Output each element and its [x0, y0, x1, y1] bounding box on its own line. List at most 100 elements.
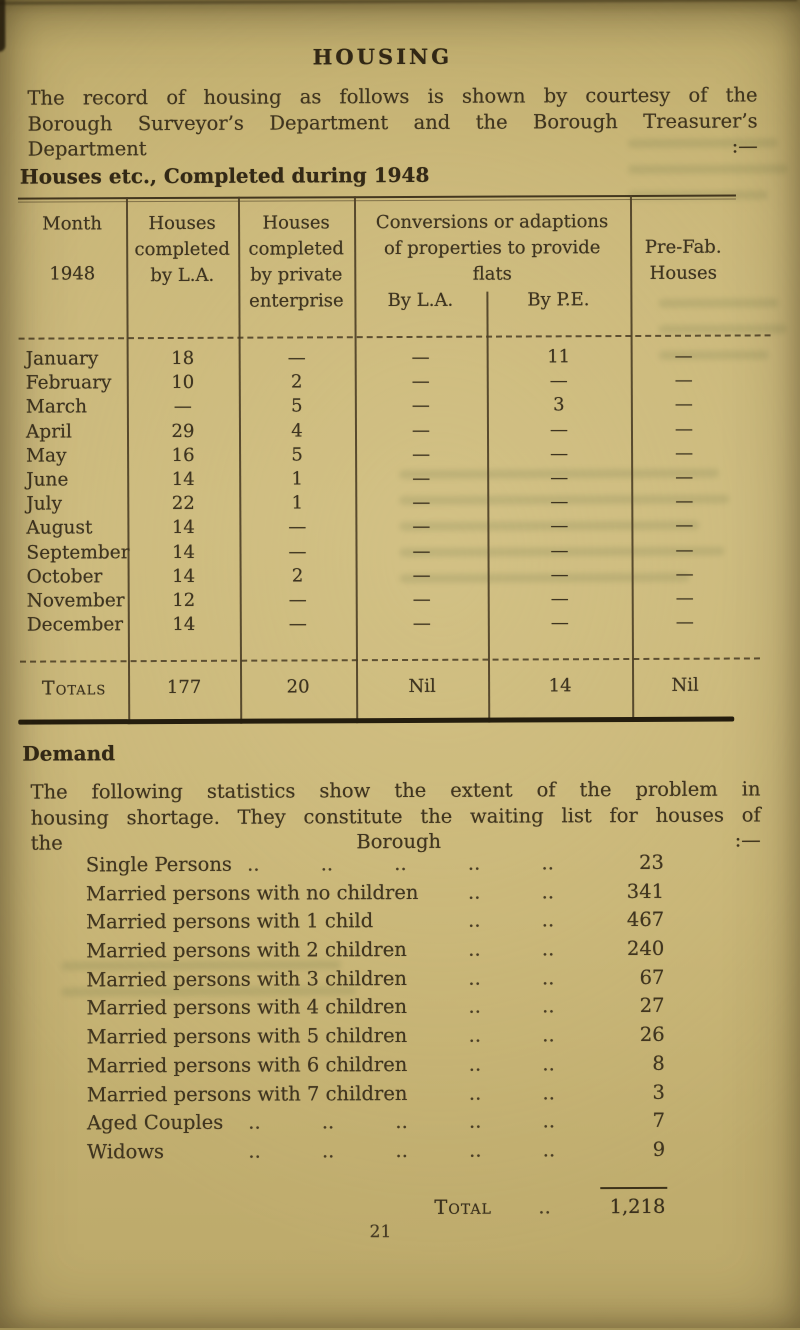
- waiting-list-label: Single Persons: [85, 852, 232, 877]
- cell-houses-la: 14: [172, 613, 196, 636]
- cell-month: May: [26, 445, 67, 467]
- cell-houses-pe: 2: [291, 565, 304, 587]
- cell-prefab: —: [675, 587, 694, 609]
- cell-houses-pe: —: [287, 347, 306, 369]
- cell-month: December: [26, 614, 124, 636]
- cell-houses-la: 14: [171, 468, 195, 490]
- cell-conversions-la: —: [411, 419, 431, 441]
- table-row: June 14 1 — — —: [19, 465, 737, 492]
- scan-corner-blemish: [0, 0, 6, 52]
- header-month: Month 1948: [42, 213, 102, 285]
- demand-heading: Demand: [22, 741, 116, 766]
- total-value: 1,218: [609, 1194, 666, 1219]
- waiting-list-label: Married persons with no children: [85, 880, 419, 906]
- waiting-list-value: 240: [626, 936, 665, 961]
- waiting-list-item: Married persons with no children .. .. 3…: [1, 877, 800, 909]
- waiting-list-item: Married persons with 3 children .. .. 67: [1, 963, 800, 995]
- intro-paragraph: The record of housing as follows is show…: [27, 82, 757, 162]
- header-prefab: Pre-Fab. Houses: [644, 236, 722, 284]
- table-row: December 14 — — — —: [20, 611, 738, 638]
- cell-conversions-la: —: [411, 346, 430, 368]
- waiting-list-value: 3: [652, 1080, 665, 1104]
- totals-houses-pe: 20: [286, 676, 310, 698]
- dot-leader: .. .. .. .. ..: [248, 1138, 556, 1163]
- demand-intro-line: The following statistics show the extent…: [30, 777, 761, 804]
- cell-conversions-la: —: [412, 612, 431, 635]
- cell-conversions-pe: —: [550, 491, 569, 513]
- cell-houses-la: 14: [171, 517, 195, 539]
- totals-label: Totals: [41, 677, 107, 700]
- header-houses-pe: Houses completed by private enterprise: [248, 212, 344, 312]
- cell-month: February: [25, 372, 112, 394]
- dot-leader: .. ..: [468, 966, 555, 990]
- table-row: September 14 — — — —: [19, 538, 737, 565]
- cell-houses-la: 12: [172, 589, 196, 611]
- cell-houses-pe: —: [288, 516, 307, 538]
- waiting-list-label: Married persons with 7 children: [86, 1081, 408, 1106]
- cell-conversions-pe: —: [550, 467, 569, 489]
- cell-conversions-la: —: [411, 371, 430, 393]
- cell-houses-la: —: [173, 396, 192, 418]
- cell-houses-la: 14: [172, 541, 196, 563]
- totals-conversions-la: Nil: [408, 675, 436, 697]
- totals-separator-rule: [19, 657, 760, 663]
- cell-prefab: —: [674, 418, 694, 440]
- dot-leader: .. ..: [467, 880, 555, 904]
- dot-leader: .. ..: [468, 908, 555, 933]
- waiting-list-value: 26: [639, 1022, 665, 1047]
- cell-houses-pe: 5: [291, 444, 303, 466]
- totals-conversions-pe: 14: [548, 675, 572, 697]
- cell-houses-pe: 1: [291, 492, 304, 514]
- waiting-list-item: Married persons with 5 children .. .. 26: [2, 1020, 800, 1052]
- cell-houses-pe: —: [288, 540, 307, 562]
- housing-completions-table: Month 1948 Houses completed by L.A. Houses…: [17, 194, 771, 726]
- waiting-list-item: Single Persons .. .. .. .. .. 23: [1, 848, 800, 880]
- table-row: April 29 4 — — —: [19, 417, 737, 444]
- waiting-list-value: 9: [652, 1137, 666, 1161]
- waiting-list-label: Aged Couples: [86, 1110, 224, 1135]
- waiting-list-item: Married persons with 6 children .. .. 8: [2, 1049, 800, 1081]
- waiting-list-value: 23: [638, 850, 664, 874]
- cell-prefab: —: [674, 394, 693, 416]
- table-heading: Houses etc., Completed during 1948: [19, 162, 430, 189]
- cell-conversions-pe: 3: [553, 394, 565, 416]
- cell-conversions-la: —: [412, 588, 431, 610]
- dot-leader: .. ..: [468, 1080, 555, 1105]
- cell-month: March: [25, 396, 88, 419]
- waiting-list-value: 27: [639, 994, 665, 1018]
- dot-leader: .. ..: [468, 937, 555, 961]
- total-rule: [600, 1186, 668, 1190]
- cell-month: July: [26, 493, 63, 515]
- cell-conversions-la: —: [412, 564, 431, 586]
- table-row: July 22 1 — — —: [19, 490, 737, 517]
- table-row: November 12 — — — —: [20, 586, 738, 613]
- cell-conversions-la: —: [412, 467, 431, 489]
- cell-houses-pe: 5: [291, 395, 303, 417]
- cell-month: October: [26, 565, 103, 588]
- dot-leader: .. ..: [468, 1052, 555, 1076]
- totals-houses-la: 177: [166, 676, 202, 699]
- waiting-list-label: Married persons with 5 children: [86, 1024, 408, 1049]
- cell-houses-la: 22: [171, 493, 195, 515]
- cell-prefab: —: [675, 611, 694, 633]
- cell-conversions-pe: 11: [547, 346, 571, 368]
- cell-prefab: —: [675, 515, 694, 537]
- total-dot-leader: ..: [538, 1195, 551, 1219]
- waiting-list-label: Married persons with 6 children: [86, 1052, 408, 1078]
- cell-conversions-la: —: [411, 395, 430, 417]
- demand-total-row: Total .. 1,218: [2, 1194, 800, 1227]
- cell-houses-pe: 4: [291, 419, 303, 442]
- table-body: January 18 — — 11 — February 10 2 — — —: [19, 345, 738, 638]
- cell-prefab: —: [675, 539, 694, 561]
- cell-month: June: [26, 469, 69, 491]
- intro-line: Department :—: [27, 134, 758, 161]
- dot-leader: .. ..: [468, 994, 555, 1019]
- cell-conversions-pe: —: [550, 612, 569, 634]
- intro-line: The record of housing as follows is show…: [27, 83, 758, 110]
- cell-houses-la: 10: [171, 372, 195, 394]
- totals-row: Totals 177 20 Nil 14 Nil: [20, 663, 738, 712]
- table-row: May 16 5 — — —: [19, 441, 737, 468]
- cell-conversions-pe: —: [550, 539, 569, 561]
- cell-prefab: —: [675, 442, 694, 464]
- scan-top-edge-shadow: [0, 0, 798, 5]
